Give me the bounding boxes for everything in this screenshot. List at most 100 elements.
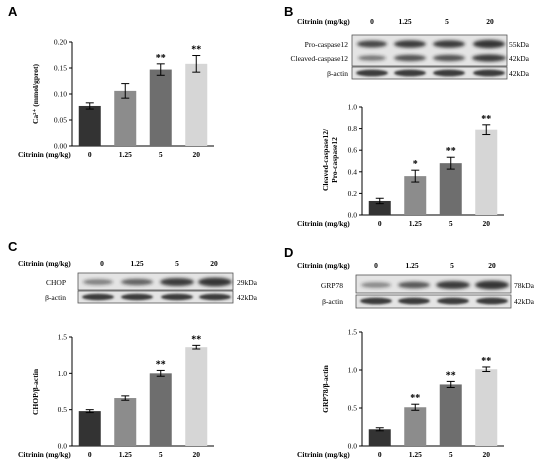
y-tick-label: 1.5 [348, 328, 358, 337]
bar [78, 411, 101, 446]
y-tick-label: 0.10 [54, 90, 67, 99]
panel-b-lane-3: 20 [486, 17, 494, 26]
bar [475, 129, 498, 215]
y-tick-label: 0.6 [348, 146, 358, 155]
y-tick-label: 1.0 [348, 366, 358, 375]
y-axis-label: Ca²⁺ (mmol/gprot) [31, 63, 40, 124]
bar [149, 373, 172, 446]
panel-d-blot: Citrinin (mg/kg) 0 1.25 5 20 GRP78 β-act… [297, 261, 535, 309]
x-axis-label: Citrinin (mg/kg) [18, 450, 71, 459]
panel-c-kda-1: 42kDa [237, 293, 258, 302]
panel-d-row-label-0: GRP78 [321, 281, 343, 290]
significance-marker: * [413, 159, 418, 170]
significance-marker: ** [191, 334, 201, 345]
panel-d-lane-2: 5 [450, 261, 454, 270]
panel-b-lane-1: 1.25 [398, 17, 411, 26]
x-tick-label: 1.25 [409, 219, 422, 228]
panel-b-header-label: Citrinin (mg/kg) [297, 17, 350, 26]
panel-b-kda-0: 55kDa [509, 40, 530, 49]
panel-d-kda-1: 42kDa [514, 297, 535, 306]
x-tick-label: 5 [449, 450, 453, 459]
y-tick-label: 0.5 [58, 405, 68, 414]
panel-b-row-label-1: Cleaved-caspase12 [291, 54, 349, 63]
x-tick-label: 20 [193, 150, 201, 159]
panel-d-lane-3: 20 [488, 261, 496, 270]
chart-d: 0.0 0.5 1.0 1.5 0 ** 1.25 ** 5 ** 20 Citrinin (mg/k… [297, 328, 504, 459]
panel-b-letter: B [284, 4, 293, 19]
panel-c-header-label: Citrinin (mg/kg) [18, 259, 71, 268]
x-axis-label: Citrinin (mg/kg) [297, 450, 350, 459]
bar [114, 398, 137, 446]
panel-b-row-label-2: β-actin [327, 69, 348, 78]
bar [475, 369, 498, 446]
significance-marker: ** [481, 356, 491, 367]
panel-c-blot: Citrinin (mg/kg) 0 1.25 5 20 CHOP β-acti… [18, 259, 258, 304]
y-tick-label: 0.05 [54, 116, 67, 125]
chart-c: 0.0 0.5 1.0 1.5 0 1.25 ** 5 ** 20 Citrinin (mg/kg)… [18, 333, 214, 459]
x-tick-label: 5 [159, 150, 163, 159]
bar [404, 407, 427, 446]
panel-c-lane-1: 1.25 [130, 259, 143, 268]
bar [185, 347, 208, 446]
x-tick-label: 20 [193, 450, 201, 459]
y-axis-label: Cleaved-caspase12/Pro-caspase12 [321, 128, 339, 191]
y-tick-label: 1.0 [58, 369, 68, 378]
panel-b-kda-2: 42kDa [509, 69, 530, 78]
chart-a: 0.00 0.05 0.10 0.15 0.20 0 1.25 ** 5 ** 20 Citrinin… [18, 38, 214, 159]
panel-d-membrane-actin [355, 294, 512, 309]
panel-d-letter: D [284, 245, 293, 260]
bar [368, 429, 391, 446]
panel-c-row-label-1: β-actin [45, 293, 66, 302]
y-tick-label: 1.5 [58, 333, 68, 342]
bar [404, 176, 427, 215]
panel-d-kda-0: 78kDa [514, 281, 535, 290]
panel-b-row-label-0: Pro-caspase12 [305, 40, 349, 49]
panel-c-letter: C [8, 239, 18, 254]
panel-d-lane-0: 0 [374, 261, 378, 270]
x-tick-label: 0 [88, 450, 92, 459]
x-tick-label: 0 [378, 219, 382, 228]
chart-b: 0.0 0.2 0.4 0.6 0.8 1.0 0 * 1.25 ** 5 ** 20 Citrinin … [297, 103, 504, 228]
x-tick-label: 1.25 [119, 450, 132, 459]
y-axis-label-line: Cleaved-caspase12/ [321, 128, 330, 191]
x-tick-label: 0 [378, 450, 382, 459]
x-tick-label: 20 [483, 450, 491, 459]
panel-d-membrane-grp78 [355, 274, 512, 294]
y-tick-label: 0.0 [348, 442, 358, 451]
panel-c-row-label-0: CHOP [46, 278, 66, 287]
y-tick-label: 0.0 [348, 211, 358, 220]
x-tick-label: 1.25 [119, 150, 132, 159]
bar [439, 384, 462, 446]
panel-b-kda-1: 42kDa [509, 54, 530, 63]
significance-marker: ** [410, 393, 420, 404]
bar [185, 63, 208, 147]
panel-d-header-label: Citrinin (mg/kg) [297, 261, 350, 270]
significance-marker: ** [156, 359, 166, 370]
y-tick-label: 0.5 [348, 404, 358, 413]
panel-b-lane-0: 0 [370, 17, 374, 26]
significance-marker: ** [481, 114, 491, 125]
panel-c-lane-0: 0 [100, 259, 104, 268]
y-tick-label: 0.0 [58, 442, 68, 451]
panel-c-membrane-chop [77, 272, 234, 291]
x-tick-label: 5 [159, 450, 163, 459]
x-tick-label: 5 [449, 219, 453, 228]
y-tick-label: 0.8 [348, 124, 358, 133]
panel-d-row-label-1: β-actin [322, 297, 343, 306]
panel-a-letter: A [8, 4, 18, 19]
panel-b-lane-2: 5 [445, 17, 449, 26]
significance-marker: ** [191, 45, 201, 56]
x-axis-label: Citrinin (mg/kg) [297, 219, 350, 228]
x-tick-label: 1.25 [409, 450, 422, 459]
panel-c-lane-3: 20 [210, 259, 218, 268]
panel-b-blot: Citrinin (mg/kg) 0 1.25 5 20 Pro-caspase… [291, 17, 530, 80]
x-axis-label: Citrinin (mg/kg) [18, 150, 71, 159]
panel-c-lane-2: 5 [175, 259, 179, 268]
panel-c-membrane-actin [77, 290, 234, 304]
panel-b-membrane-actin [351, 66, 508, 80]
bar [439, 163, 462, 215]
panel-c-kda-0: 29kDa [237, 278, 258, 287]
x-tick-label: 20 [483, 219, 491, 228]
